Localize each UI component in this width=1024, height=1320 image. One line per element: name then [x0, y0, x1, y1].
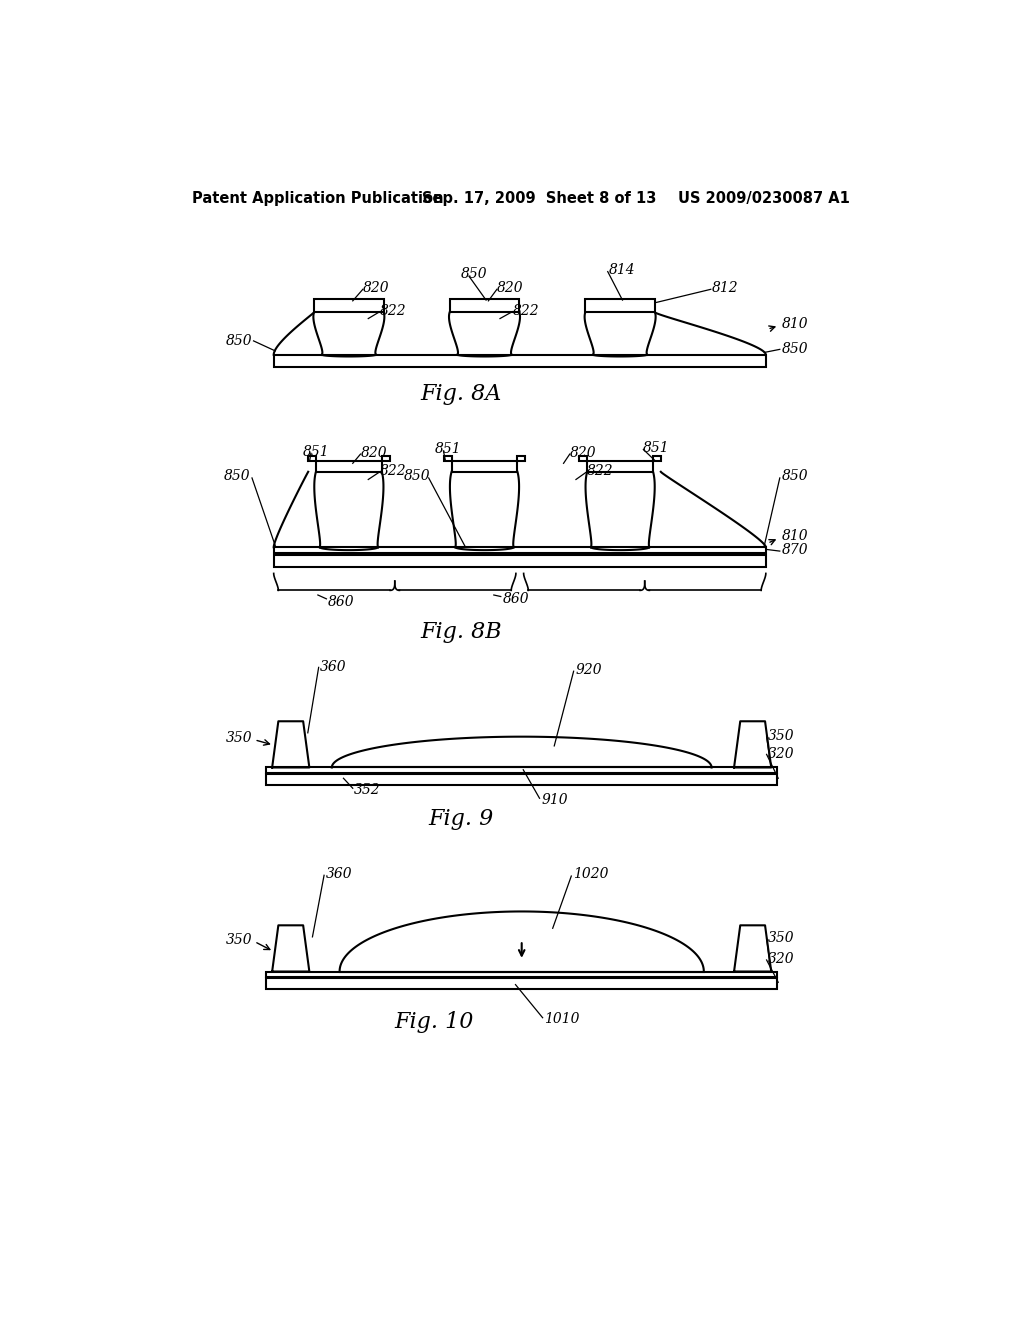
Text: 822: 822	[380, 304, 407, 318]
Text: 910: 910	[541, 793, 567, 807]
Text: Fig. 8B: Fig. 8B	[421, 620, 502, 643]
Text: 820: 820	[497, 281, 523, 294]
Text: 820: 820	[360, 446, 387, 459]
Text: Sep. 17, 2009  Sheet 8 of 13: Sep. 17, 2009 Sheet 8 of 13	[423, 191, 656, 206]
Bar	[580, 457, 587, 461]
Text: 850: 850	[781, 342, 808, 356]
Text: Patent Application Publication: Patent Application Publication	[191, 191, 443, 206]
Text: 350: 350	[768, 931, 795, 945]
Text: 850: 850	[781, 470, 808, 483]
Text: 850: 850	[461, 267, 487, 281]
Bar	[273, 554, 766, 568]
Bar	[314, 298, 384, 313]
Bar	[517, 457, 525, 461]
Text: 350: 350	[768, 729, 795, 743]
Bar	[266, 972, 777, 977]
Text: 350: 350	[225, 933, 252, 946]
Bar	[382, 457, 389, 461]
Bar	[308, 457, 316, 461]
Text: 1010: 1010	[544, 1012, 580, 1026]
Text: 352: 352	[354, 783, 381, 797]
Text: 822: 822	[512, 304, 539, 318]
Bar	[452, 461, 517, 471]
Text: 812: 812	[712, 281, 738, 294]
Text: 822: 822	[380, 465, 407, 478]
Text: 920: 920	[575, 663, 602, 677]
Text: 320: 320	[768, 747, 795, 760]
Text: 850: 850	[225, 334, 252, 348]
Bar	[273, 355, 766, 367]
Text: 810: 810	[781, 317, 808, 331]
Text: US 2009/0230087 A1: US 2009/0230087 A1	[678, 191, 850, 206]
Text: 850: 850	[403, 470, 430, 483]
Bar	[316, 461, 382, 471]
Text: 851: 851	[643, 441, 670, 455]
Text: 850: 850	[224, 470, 251, 483]
Text: 360: 360	[326, 867, 352, 882]
Text: 860: 860	[328, 595, 354, 609]
Text: 860: 860	[503, 591, 529, 606]
Bar	[586, 298, 655, 313]
Text: 810: 810	[781, 529, 808, 543]
Text: 360: 360	[321, 660, 347, 673]
Text: 1020: 1020	[572, 867, 608, 882]
Bar	[266, 767, 777, 774]
Text: 851: 851	[435, 442, 462, 457]
Text: 820: 820	[569, 446, 596, 459]
Text: 350: 350	[225, 731, 252, 746]
Bar	[266, 978, 777, 989]
Text: 814: 814	[608, 263, 635, 277]
Text: 820: 820	[362, 281, 389, 294]
Bar	[443, 457, 452, 461]
Text: Fig. 8A: Fig. 8A	[421, 383, 502, 405]
Text: 822: 822	[587, 465, 613, 478]
Text: 851: 851	[302, 445, 329, 459]
Text: 870: 870	[781, 544, 808, 557]
Bar	[653, 457, 660, 461]
Bar	[266, 775, 777, 785]
Bar	[450, 298, 519, 313]
Text: Fig. 10: Fig. 10	[394, 1011, 474, 1034]
Text: 320: 320	[768, 952, 795, 966]
Bar	[273, 548, 766, 553]
Bar	[587, 461, 653, 471]
Text: Fig. 9: Fig. 9	[429, 808, 494, 830]
